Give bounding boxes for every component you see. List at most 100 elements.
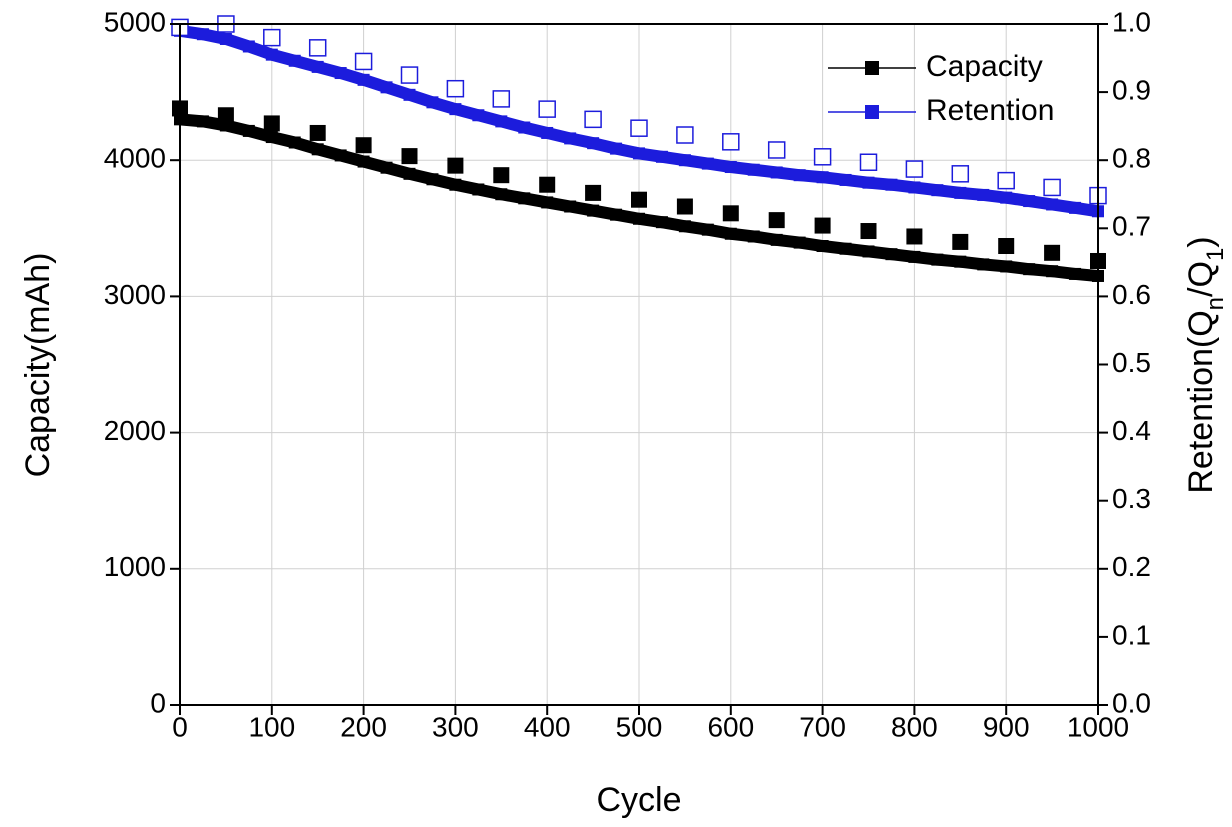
data-point xyxy=(401,148,418,165)
y2-tick-label: 0.6 xyxy=(1112,279,1151,310)
x-tick-label: 900 xyxy=(983,711,1030,742)
y2-tick-label: 1.0 xyxy=(1112,6,1151,37)
data-point xyxy=(862,245,875,258)
data-point xyxy=(400,66,419,84)
data-point xyxy=(380,161,393,174)
data-point xyxy=(814,217,831,234)
x-tick-label: 200 xyxy=(340,711,387,742)
data-point xyxy=(1000,191,1013,204)
x-axis-title: Cycle xyxy=(596,781,681,819)
data-point xyxy=(308,39,327,57)
data-point xyxy=(724,161,737,174)
data-point xyxy=(380,81,393,94)
y2-axis-title-part: /Q xyxy=(1182,261,1220,297)
y-tick-label: 0 xyxy=(150,687,166,718)
data-point xyxy=(1043,178,1061,197)
data-point xyxy=(655,216,668,229)
data-point xyxy=(839,173,852,186)
data-point xyxy=(357,73,370,86)
x-tick-label: 0 xyxy=(172,711,188,742)
data-point xyxy=(813,148,832,166)
data-point xyxy=(631,191,647,208)
data-point xyxy=(722,133,740,151)
data-point xyxy=(954,186,967,199)
legend-label: Retention xyxy=(926,94,1054,127)
y2-tick-label: 0.0 xyxy=(1112,687,1151,718)
data-point xyxy=(1069,267,1082,280)
data-point xyxy=(954,255,967,268)
data-point xyxy=(518,192,531,205)
data-point xyxy=(403,167,416,180)
data-point xyxy=(472,183,485,196)
data-point xyxy=(354,52,373,71)
data-point xyxy=(334,149,347,162)
y2-tick-label: 0.4 xyxy=(1112,415,1151,446)
y2-axis-title-part: Retention(Q xyxy=(1182,310,1220,493)
y2-axis-title-part: 1 xyxy=(1202,248,1229,261)
data-point xyxy=(931,184,944,197)
data-point xyxy=(1046,265,1059,278)
data-point xyxy=(541,196,554,209)
data-point xyxy=(905,160,924,178)
data-point xyxy=(263,115,280,132)
y-tick-label: 4000 xyxy=(104,143,166,174)
data-point xyxy=(541,126,554,139)
data-point xyxy=(767,141,786,159)
y-axis-title: Capacity(mAh) xyxy=(19,253,57,478)
data-point xyxy=(495,115,508,128)
data-point xyxy=(977,188,990,201)
data-point xyxy=(357,155,370,168)
data-point xyxy=(770,233,783,246)
data-point xyxy=(587,137,600,150)
data-point xyxy=(1023,263,1036,276)
data-point xyxy=(724,227,737,240)
data-point xyxy=(426,173,439,186)
data-point xyxy=(655,150,668,163)
data-point xyxy=(633,212,645,225)
y2-tick-label: 0.3 xyxy=(1112,483,1151,514)
y2-tick-label: 0.7 xyxy=(1112,211,1151,242)
data-point xyxy=(447,157,464,174)
data-point xyxy=(816,171,829,184)
data-point xyxy=(722,205,739,222)
data-point xyxy=(676,126,694,144)
plot-area xyxy=(171,15,1107,282)
data-point xyxy=(242,124,255,137)
data-point xyxy=(1069,201,1082,214)
legend: Capacity Retention xyxy=(828,50,1054,127)
y-tick-label: 5000 xyxy=(104,6,166,37)
data-point xyxy=(334,67,347,80)
data-point xyxy=(265,48,278,61)
data-point xyxy=(678,154,691,167)
data-point xyxy=(977,258,990,271)
data-point xyxy=(908,181,921,194)
y2-tick-label: 0.1 xyxy=(1112,619,1151,650)
data-point xyxy=(449,178,462,191)
data-point xyxy=(493,167,510,184)
data-point xyxy=(288,136,301,149)
data-point xyxy=(860,223,877,240)
data-point xyxy=(1046,198,1059,211)
data-point xyxy=(311,60,324,73)
data-point xyxy=(701,157,714,170)
data-point xyxy=(492,90,511,108)
legend-marker xyxy=(865,61,879,75)
y2-axis-title: Retention(Qn/Q1) xyxy=(1182,236,1229,493)
data-point xyxy=(309,124,326,141)
axes: 0 100 200 300 400 500 600 700 800 900 1000 0 1000 200… xyxy=(104,6,1151,742)
y2-tick-label: 0.2 xyxy=(1112,551,1151,582)
data-point xyxy=(288,54,301,67)
y-tick-label: 2000 xyxy=(104,415,166,446)
y2-tick-label: 0.9 xyxy=(1112,74,1151,105)
data-point xyxy=(472,109,485,122)
data-point xyxy=(770,166,783,179)
data-point xyxy=(584,110,602,129)
data-point xyxy=(217,107,234,124)
data-point xyxy=(747,230,760,243)
data-point xyxy=(998,238,1015,255)
data-point xyxy=(816,240,829,253)
legend-label: Capacity xyxy=(926,50,1043,83)
data-point xyxy=(495,188,508,201)
data-point xyxy=(610,142,623,155)
